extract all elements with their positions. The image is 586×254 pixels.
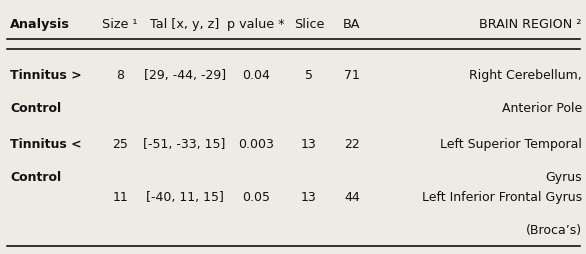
Text: Slice: Slice [294,18,324,31]
Text: 5: 5 [305,69,313,82]
Text: Control: Control [10,102,61,115]
Text: Gyrus: Gyrus [546,170,582,183]
Text: 0.003: 0.003 [238,137,274,150]
Text: Tinnitus >: Tinnitus > [10,69,81,82]
Text: 13: 13 [301,137,316,150]
Text: Left Superior Temporal: Left Superior Temporal [440,137,582,150]
Text: [-40, 11, 15]: [-40, 11, 15] [146,190,223,203]
Text: [-51, -33, 15]: [-51, -33, 15] [144,137,226,150]
Text: Tal [x, y, z]: Tal [x, y, z] [150,18,219,31]
Text: 22: 22 [344,137,360,150]
Text: Anterior Pole: Anterior Pole [502,102,582,115]
Text: BRAIN REGION ²: BRAIN REGION ² [479,18,582,31]
Text: 25: 25 [112,137,128,150]
Text: BA: BA [343,18,360,31]
Text: 0.04: 0.04 [242,69,270,82]
Text: [29, -44, -29]: [29, -44, -29] [144,69,226,82]
Text: p value *: p value * [227,18,285,31]
Text: 44: 44 [344,190,360,203]
Text: 11: 11 [113,190,128,203]
Text: Analysis: Analysis [10,18,70,31]
Text: (Broca’s): (Broca’s) [526,224,582,236]
Text: Right Cerebellum,: Right Cerebellum, [469,69,582,82]
Text: Left Inferior Frontal Gyrus: Left Inferior Frontal Gyrus [422,190,582,203]
Text: 13: 13 [301,190,316,203]
Text: 8: 8 [116,69,124,82]
Text: Size ¹: Size ¹ [103,18,138,31]
Text: Control: Control [10,170,61,183]
Text: Tinnitus <: Tinnitus < [10,137,81,150]
Text: 0.05: 0.05 [242,190,270,203]
Text: 71: 71 [344,69,360,82]
